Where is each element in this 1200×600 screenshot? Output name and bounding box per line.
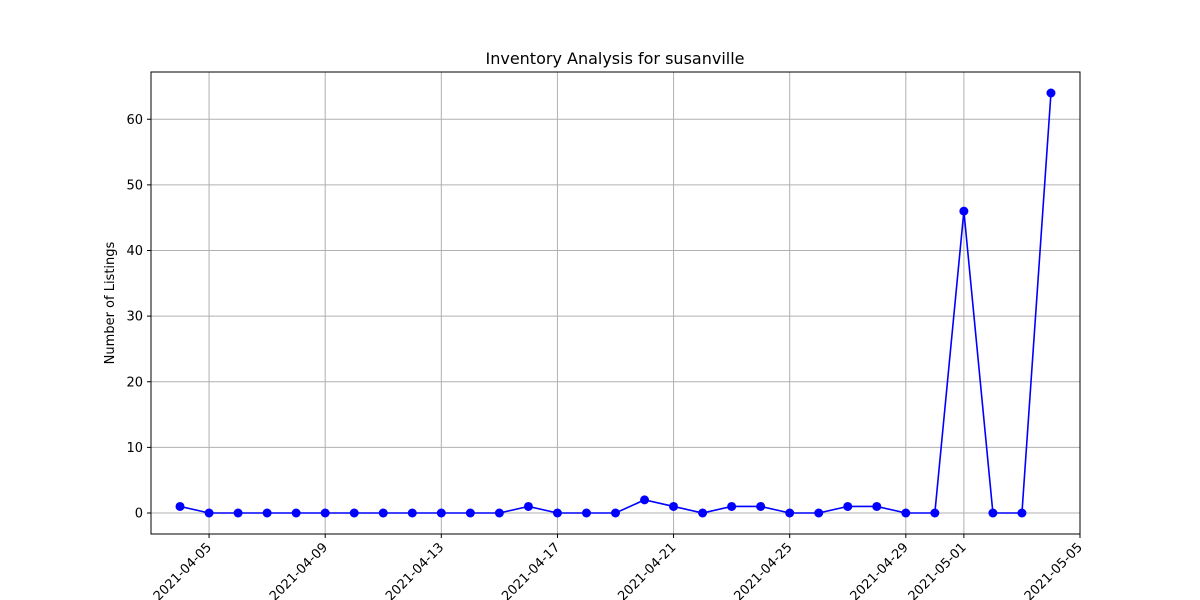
x-tick-label: 2021-05-01 <box>906 540 970 600</box>
data-point <box>901 508 911 518</box>
data-point <box>843 501 853 511</box>
x-tick-label: 2021-04-17 <box>499 540 563 600</box>
series-polyline <box>179 92 1052 514</box>
x-tick-label: 2021-04-13 <box>383 540 447 600</box>
data-point <box>407 508 417 518</box>
data-point <box>320 508 330 518</box>
data-point <box>1017 508 1027 518</box>
data-point <box>581 508 591 518</box>
data-point <box>204 508 214 518</box>
x-tick-label: 2021-04-25 <box>731 540 795 600</box>
data-point <box>262 508 272 518</box>
chart-title: Inventory Analysis for susanville <box>485 49 744 68</box>
data-point <box>756 501 766 511</box>
x-tick-label: 2021-04-29 <box>848 540 912 600</box>
data-point <box>1046 88 1056 98</box>
data-point <box>523 501 533 511</box>
y-axis: 0 10 20 30 40 50 60 <box>126 113 151 522</box>
data-point <box>727 501 737 511</box>
data-point <box>930 508 940 518</box>
y-tick-label: 30 <box>126 310 143 325</box>
grid <box>151 72 1081 534</box>
y-tick-label: 20 <box>126 375 143 390</box>
data-point <box>785 508 795 518</box>
data-point <box>640 495 650 505</box>
data-point <box>552 508 562 518</box>
data-point <box>233 508 243 518</box>
data-point <box>814 508 824 518</box>
y-tick-label: 40 <box>126 244 143 259</box>
data-point <box>494 508 504 518</box>
y-tick-label: 50 <box>126 178 143 193</box>
plot-frame <box>150 71 1081 535</box>
y-tick-label: 60 <box>126 113 143 128</box>
data-point <box>959 206 969 216</box>
x-tick-label: 2021-04-09 <box>267 540 331 600</box>
data-point <box>698 508 708 518</box>
x-axis: 2021-04-05 2021-04-09 2021-04-13 2021-04-17… <box>151 534 1086 600</box>
data-point <box>436 508 446 518</box>
data-point <box>669 501 679 511</box>
y-axis-label: Number of Listings <box>103 241 118 364</box>
y-tick-label: 0 <box>135 507 143 522</box>
data-point <box>378 508 388 518</box>
data-point <box>872 501 882 511</box>
data-point <box>349 508 359 518</box>
x-tick-label: 2021-04-21 <box>615 540 679 600</box>
data-point <box>988 508 998 518</box>
data-point <box>175 501 185 511</box>
series-line <box>175 88 1056 518</box>
x-tick-label: 2021-04-05 <box>151 540 215 600</box>
data-point <box>291 508 301 518</box>
y-tick-label: 10 <box>126 441 143 456</box>
x-tick-label: 2021-05-05 <box>1022 540 1086 600</box>
data-point <box>611 508 620 518</box>
data-point <box>465 508 475 518</box>
